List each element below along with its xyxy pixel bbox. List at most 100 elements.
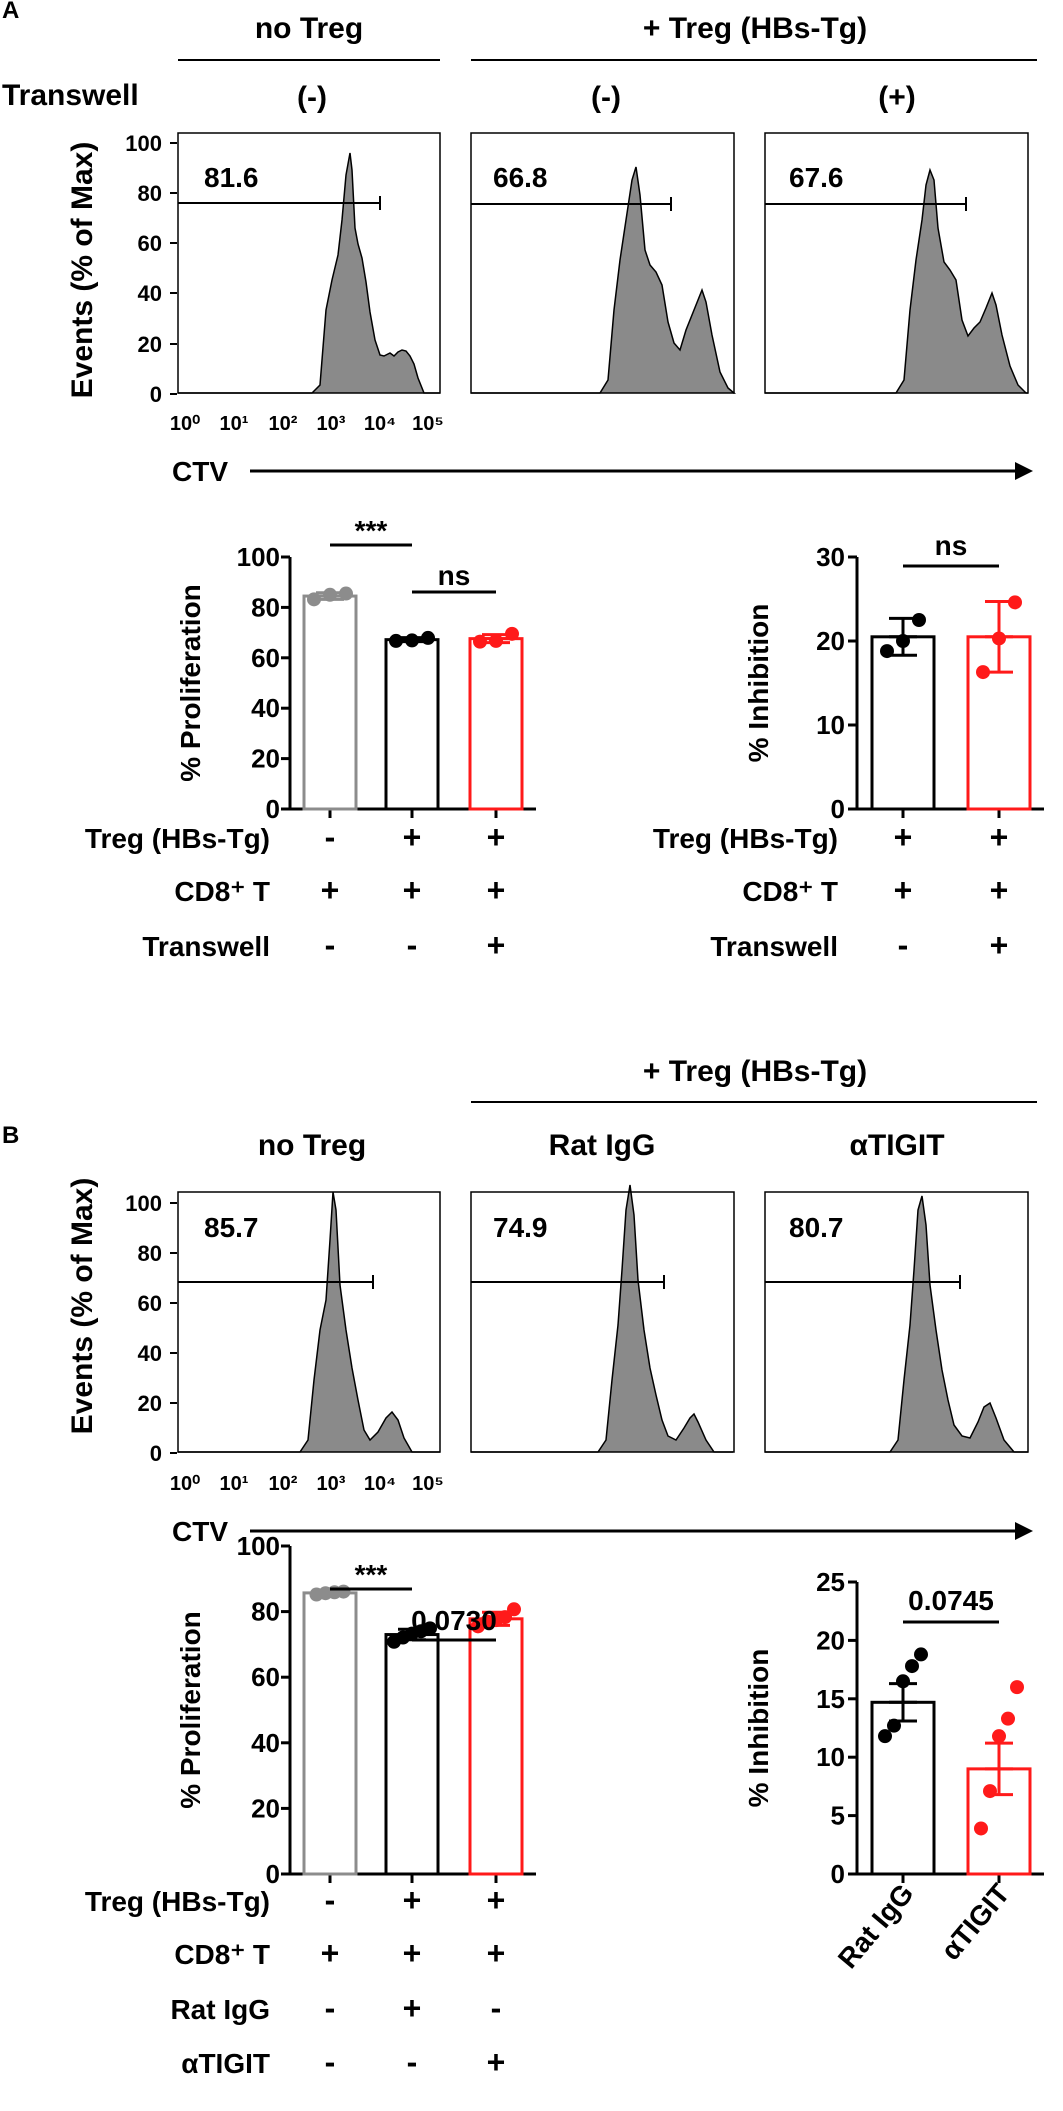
data-point <box>389 633 403 648</box>
y-tick-label: 60 <box>138 1291 162 1316</box>
condition-row-label: Treg (HBs-Tg) <box>85 823 270 854</box>
hist-value-a3: 67.6 <box>789 162 844 193</box>
y-tick-label: 20 <box>138 1391 162 1416</box>
panel-b-col-2: Rat IgG <box>549 1129 656 1162</box>
panel-b-col-1: no Treg <box>258 1129 366 1162</box>
category-label: αTIGIT <box>935 1878 1016 1966</box>
data-point <box>896 1674 910 1689</box>
data-point <box>974 1821 988 1836</box>
y-tick-label: 60 <box>251 643 280 673</box>
condition-value: - <box>325 2044 336 2080</box>
panel-b-group-treg: + Treg (HBs-Tg) <box>643 1055 867 1088</box>
condition-value: + <box>321 1935 340 1971</box>
bar <box>870 1700 936 1876</box>
data-point <box>498 1610 512 1625</box>
y-tick-label: 80 <box>251 592 280 622</box>
data-point <box>336 1584 351 1599</box>
x-tick-label: 10² <box>269 1473 298 1495</box>
data-point <box>914 1647 928 1662</box>
condition-value: - <box>325 1990 336 2026</box>
condition-row-label: Treg (HBs-Tg) <box>85 1886 270 1917</box>
data-point <box>912 613 926 627</box>
bar <box>870 635 936 811</box>
x-tick-label: 10¹ <box>220 413 249 435</box>
condition-value: + <box>487 2044 506 2080</box>
y-tick-label: 40 <box>138 281 162 306</box>
data-point <box>421 630 435 645</box>
panel-b-x-axis-label: CTV <box>172 1516 228 1547</box>
x-tick-label: 10¹ <box>220 1473 249 1495</box>
y-tick-label: 0 <box>266 794 280 824</box>
data-point <box>323 587 337 602</box>
condition-value: - <box>407 2044 418 2080</box>
data-point <box>339 586 353 601</box>
x-tick-label: 10³ <box>317 1473 346 1495</box>
condition-value: + <box>487 1935 506 1971</box>
significance-label: 0.0730 <box>411 1605 497 1636</box>
condition-value: - <box>325 819 336 855</box>
panel-a-group-treg: + Treg (HBs-Tg) <box>643 12 867 45</box>
y-tick-label: 40 <box>251 693 280 723</box>
transwell-col-1: (-) <box>297 81 327 114</box>
y-tick-label: 60 <box>251 1662 280 1692</box>
y-tick-label: 10 <box>816 710 845 740</box>
panel-b-col-3: αTIGIT <box>849 1129 944 1162</box>
condition-row-label: αTIGIT <box>181 2048 270 2079</box>
transwell-col-3: (+) <box>878 81 916 114</box>
data-point <box>992 631 1006 646</box>
bar <box>468 1617 524 1876</box>
condition-value: + <box>403 1882 422 1918</box>
y-axis-label: % Inhibition <box>743 1649 774 1808</box>
panel-b-y-axis: 0 20 40 60 80 100 <box>125 1191 177 1466</box>
y-tick-label: 80 <box>251 1597 280 1627</box>
x-tick-label: 10² <box>269 413 298 435</box>
bar <box>468 637 524 811</box>
condition-row-label: Rat IgG <box>170 1994 270 2025</box>
panel-b-x-axis: 10⁰ 10¹ 10² 10³ 10⁴ 10⁵ <box>170 1473 444 1495</box>
data-point <box>887 1718 901 1733</box>
panel-a-label: A <box>2 0 19 24</box>
y-tick-label: 20 <box>816 626 845 656</box>
x-tick-label: 10⁰ <box>170 1473 200 1495</box>
data-point <box>976 665 990 680</box>
hist-value-a2: 66.8 <box>493 162 548 193</box>
condition-value: + <box>894 872 913 908</box>
x-tick-label: 10⁵ <box>412 413 444 435</box>
category-label: Rat IgG <box>832 1878 920 1974</box>
significance-label: *** <box>355 1559 388 1590</box>
condition-value: - <box>325 927 336 963</box>
bar <box>384 638 440 811</box>
y-tick-label: 40 <box>251 1728 280 1758</box>
data-point <box>307 592 321 607</box>
condition-value: - <box>898 927 909 963</box>
histogram-b2: 74.9 <box>470 1184 735 1453</box>
data-point <box>878 1729 892 1744</box>
y-axis-label: % Proliferation <box>175 1611 206 1809</box>
condition-row-label: CD8⁺ T <box>174 876 270 907</box>
y-tick-label: 0 <box>831 1859 845 1889</box>
bar <box>302 1591 358 1876</box>
condition-value: + <box>990 927 1009 963</box>
condition-row-label: Transwell <box>142 931 270 962</box>
condition-value: + <box>403 872 422 908</box>
data-point <box>983 1784 997 1799</box>
data-point <box>507 1602 521 1617</box>
y-tick-label: 100 <box>125 1191 162 1216</box>
hist-value-b2: 74.9 <box>493 1212 548 1243</box>
data-point <box>423 1621 437 1636</box>
panel-b-label: B <box>2 1122 19 1149</box>
y-tick-label: 15 <box>816 1684 845 1714</box>
data-point <box>1010 1680 1024 1695</box>
ctv-arrow-head-icon <box>1015 462 1033 480</box>
x-tick-label: 10⁵ <box>412 1473 444 1495</box>
panel-a-x-axis-label: CTV <box>172 456 228 487</box>
significance-label: ns <box>935 530 968 561</box>
y-tick-label: 10 <box>816 1742 845 1772</box>
y-axis-label: % Inhibition <box>743 604 774 763</box>
bar <box>384 1633 440 1876</box>
y-tick-label: 40 <box>138 1341 162 1366</box>
y-tick-label: 0 <box>150 1441 162 1466</box>
hist-value-b1: 85.7 <box>204 1212 259 1243</box>
condition-value: - <box>407 927 418 963</box>
